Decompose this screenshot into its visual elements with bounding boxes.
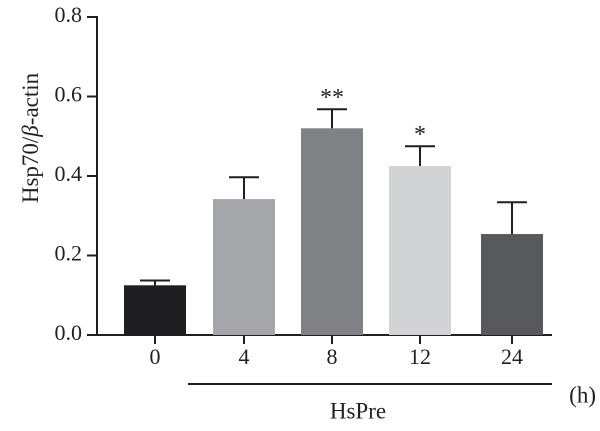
group-annotation: HsPre (h)	[188, 382, 596, 423]
x-tick-label: 8	[327, 344, 338, 369]
y-axis-title-suffix: -actin	[18, 72, 43, 125]
y-axis-title: Hsp70/β-actin	[18, 72, 43, 203]
x-tick-labels: 0 4 8 12 24	[150, 344, 524, 369]
x-tick-label: 4	[239, 344, 250, 369]
y-axis	[87, 16, 98, 336]
bar	[301, 128, 363, 335]
y-axis-title-beta: β	[18, 125, 43, 138]
bar	[481, 234, 543, 335]
y-tick-label: 0.6	[55, 82, 83, 107]
bar	[124, 285, 186, 335]
y-tick-label: 0.0	[55, 320, 83, 345]
y-tick-label: 0.4	[55, 161, 83, 186]
x-axis	[97, 334, 552, 344]
y-tick-label: 0.2	[55, 241, 83, 266]
x-tick-label: 12	[409, 344, 431, 369]
x-tick-label: 0	[150, 344, 161, 369]
bars-group	[124, 128, 543, 335]
error-bars-group	[140, 108, 527, 286]
x-tick-label: 24	[501, 344, 523, 369]
group-label: HsPre	[330, 398, 386, 423]
y-axis-title-prefix: Hsp70/	[18, 136, 43, 203]
significance-marker: *	[414, 122, 426, 148]
bar	[389, 166, 451, 335]
significance-markers: ***	[320, 85, 426, 148]
bar	[213, 199, 275, 335]
significance-marker: **	[320, 85, 344, 111]
y-tick-labels: 0.0 0.2 0.4 0.6 0.8	[55, 2, 83, 345]
y-tick-label: 0.8	[55, 2, 83, 27]
x-unit-label: (h)	[569, 382, 596, 407]
